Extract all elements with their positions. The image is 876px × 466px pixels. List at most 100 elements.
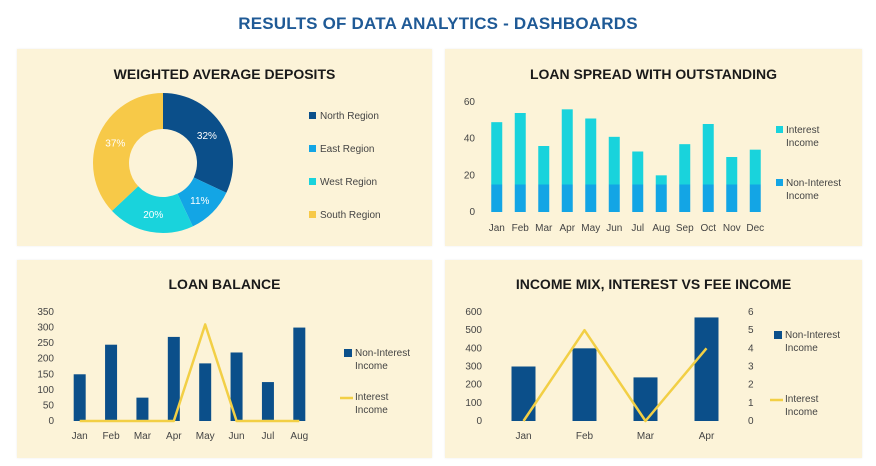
bar-non-interest-income-jul [632,184,644,212]
x-tick-label: Jan [489,223,505,234]
x-tick-label: Aug [290,431,308,442]
legend-swatch-non-interest-income [776,179,783,186]
y-tick-label: 600 [465,307,482,318]
x-tick-label: Sep [676,223,694,234]
bar-non-interest-income-aug [655,184,667,212]
legend-swatch-south-region [309,211,316,218]
x-tick-label: Apr [699,431,715,442]
bar-non-interest-income-jan [491,184,503,212]
bar-interest-income-may [585,118,597,185]
y-tick-label: 400 [465,343,482,354]
legend-label-east-region: East Region [320,144,374,155]
panel-loan-balance: LOAN BALANCE 0 50 100 150 200 250 300 350 Jan Feb… [17,260,432,458]
legend-label-north-region: North Region [320,111,379,122]
bar-interest-income-nov [726,157,738,185]
y-tick-label: 300 [37,323,54,334]
legend-swatch-non-interest-income [344,349,352,357]
y-tick-label: 0 [48,416,54,427]
x-tick-label: Apr [559,223,575,234]
bar-non-interest-income-nov [726,184,738,212]
x-tick-label: Jun [229,431,245,442]
y-tick-label: 20 [464,170,476,181]
legend-swatch-east-region [309,145,316,152]
bar-non-interest-income-feb [572,348,597,421]
legend-label-west-region: West Region [320,177,377,188]
bar-non-interest-income-jan [511,366,536,421]
legend-label-non-interest-income: Non-Interest Income [786,178,841,202]
legend-label-interest-income: Interest Income [785,394,819,418]
y2-tick-label: 5 [748,325,754,336]
y2-tick-label: 3 [748,362,754,373]
donut-slice-south-region [93,93,163,211]
x-tick-label: Feb [102,431,120,442]
bar-non-interest-income-dec [749,184,761,212]
x-tick-label: Jan [515,431,531,442]
y-tick-label: 0 [476,416,482,427]
bar-non-interest-income-may [199,363,212,421]
legend-label-interest-income: Interest Income [355,392,389,416]
y-tick-label: 150 [37,369,54,380]
panel-income-mix: INCOME MIX, INTEREST VS FEE INCOME 0 100 2… [445,260,862,458]
bar-non-interest-income-oct [702,184,714,212]
donut-label-south-region: 37% [105,138,125,149]
legend-swatch-interest-income [776,126,783,133]
bar-non-interest-income-jul [261,382,274,421]
bar-non-interest-income-may [585,184,597,212]
legend-swatch-non-interest-income [774,331,782,339]
y-tick-label: 500 [465,325,482,336]
legend-swatch-north-region [309,112,316,119]
bar-non-interest-income-feb [105,344,118,421]
bar-non-interest-income-mar [538,184,550,212]
bar-non-interest-income-apr [561,184,573,212]
x-tick-label: May [581,223,600,234]
x-tick-label: Jul [262,431,275,442]
legend-label-non-interest-income: Non-Interest Income [785,330,840,354]
panel-weighted-average-deposits: WEIGHTED AVERAGE DEPOSITS 32% 11% 20% 37% No… [17,49,432,246]
bar-non-interest-income-jan [73,374,86,421]
bar-interest-income-jul [632,151,644,185]
bar-interest-income-oct [702,124,714,185]
y2-tick-label: 0 [748,416,754,427]
y-tick-label: 100 [465,398,482,409]
y-tick-label: 350 [37,307,54,318]
bar-interest-income-apr [561,109,573,185]
x-tick-label: Jan [72,431,88,442]
x-tick-label: Mar [535,223,553,234]
bar-non-interest-income-jun [230,352,243,421]
bar-non-interest-income-apr [167,336,180,421]
bar-interest-income-jun [608,136,620,185]
x-tick-label: Feb [576,431,594,442]
y2-tick-label: 6 [748,307,754,318]
y-tick-label: 60 [464,97,476,108]
chart-title-deposits: WEIGHTED AVERAGE DEPOSITS [113,66,336,82]
bar-non-interest-income-feb [514,184,526,212]
legend-label-south-region: South Region [320,210,381,221]
x-tick-label: Oct [700,223,716,234]
donut-slice-north-region [163,93,233,193]
y-tick-label: 0 [469,207,475,218]
bar-interest-income-mar [538,146,550,185]
bar-interest-income-feb [514,113,526,185]
legend-label-non-interest-income: Non-Interest Income [355,348,410,372]
x-tick-label: Jun [606,223,622,234]
chart-title-loan-balance: LOAN BALANCE [168,276,281,292]
donut-slice-west-region [111,186,193,233]
bar-interest-income-dec [749,149,761,185]
y2-tick-label: 1 [748,398,754,409]
bar-non-interest-income-apr [694,317,719,421]
donut-slice-east-region [177,177,227,227]
x-tick-label: Jul [631,223,644,234]
panel-loan-spread: LOAN SPREAD WITH OUTSTANDING 0 20 40 60 Jan F… [445,49,862,246]
bar-non-interest-income-mar [136,397,149,421]
donut-label-west-region: 20% [143,210,163,221]
y-tick-label: 50 [43,400,55,411]
donut-label-north-region: 32% [197,131,217,142]
y2-tick-label: 2 [748,380,754,391]
x-tick-label: Mar [637,431,655,442]
legend-label-interest-income: Interest Income [786,125,820,149]
x-tick-label: Apr [166,431,182,442]
deposits-donut-chart: 32% 11% 20% 37% North Region East Region West … [93,93,381,233]
y-tick-label: 40 [464,134,476,145]
chart-title-loan-spread: LOAN SPREAD WITH OUTSTANDING [529,66,778,82]
legend-swatch-west-region [309,178,316,185]
